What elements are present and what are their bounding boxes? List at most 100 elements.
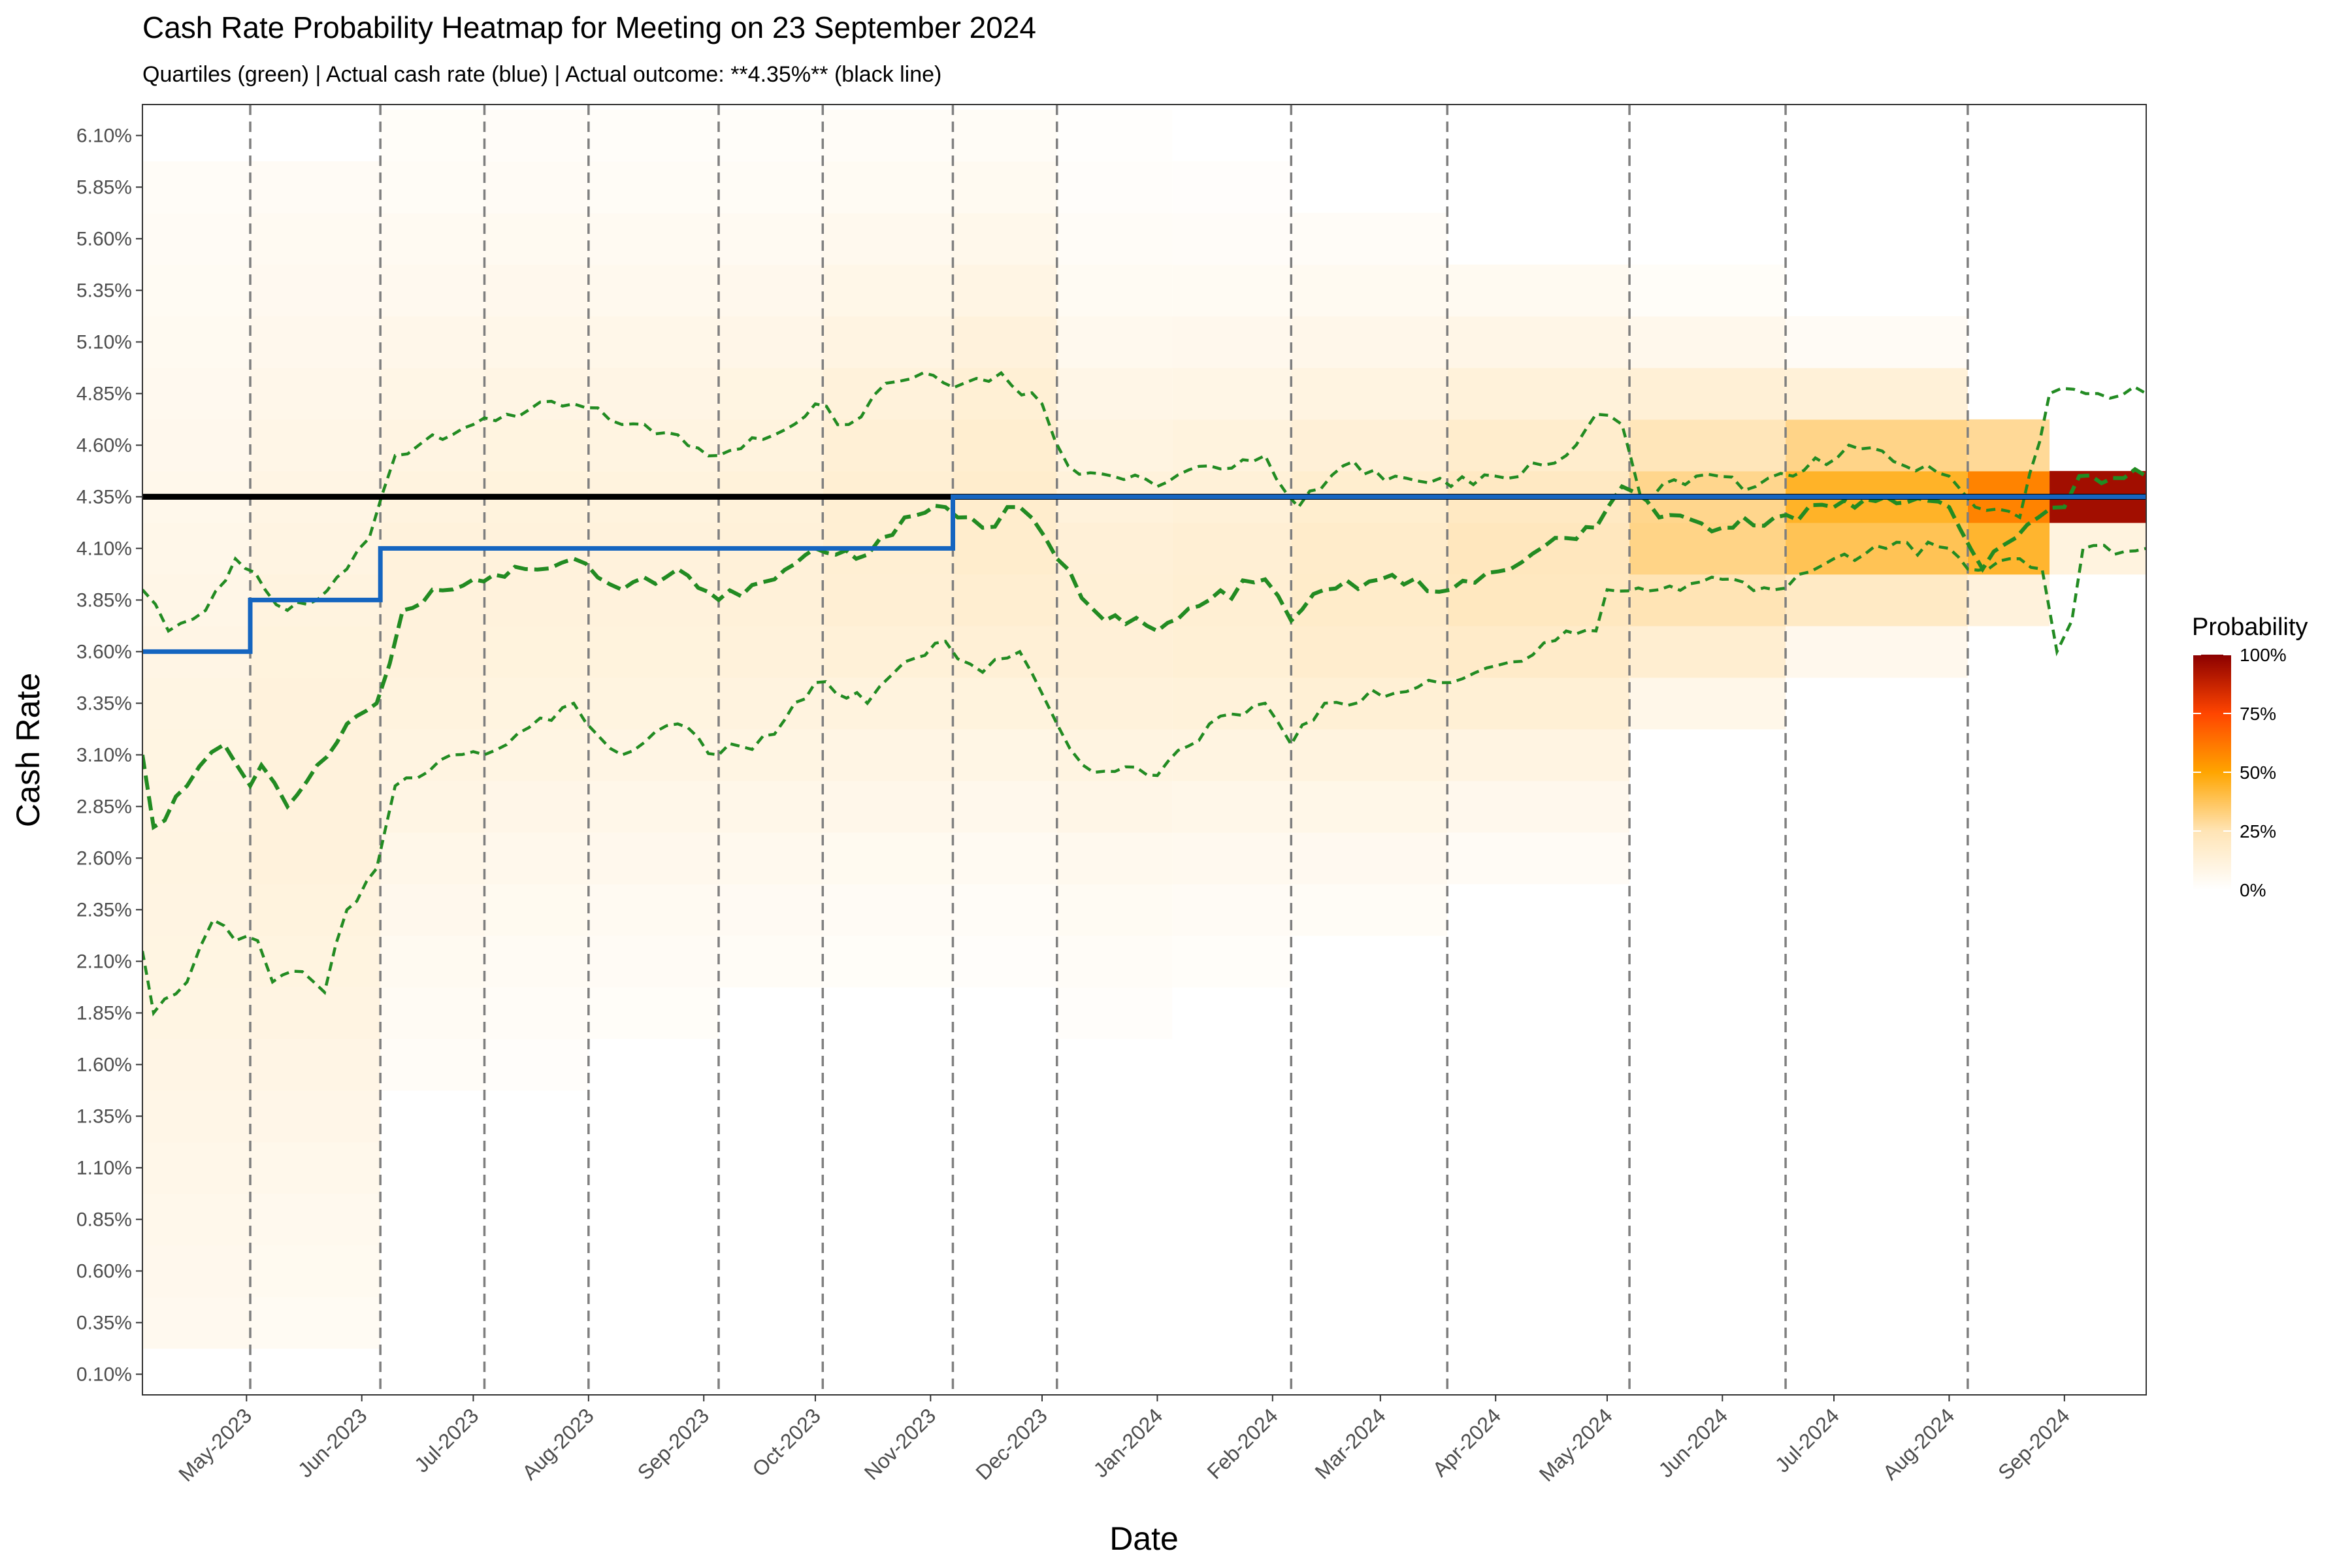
heatmap-cell [484, 1038, 589, 1091]
heatmap-cell [588, 728, 719, 781]
heatmap-cell [1629, 367, 1786, 420]
legend-tick-label: 75% [2240, 704, 2276, 724]
x-tick-label: Jul-2023 [410, 1403, 483, 1477]
heatmap-cell [1629, 264, 1786, 317]
legend-ticks: 100% 75% 50% 25% 0% [2193, 645, 2287, 900]
heatmap-cell [718, 677, 823, 730]
heatmap-cell [718, 161, 823, 214]
heatmap-cell [380, 212, 485, 265]
heatmap-cell [823, 419, 953, 472]
heatmap-cell [1172, 883, 1292, 936]
heatmap-cell [142, 1038, 251, 1091]
heatmap-cell [1172, 832, 1292, 885]
x-tick-label: May-2023 [174, 1403, 256, 1486]
heatmap-cell [1056, 522, 1173, 575]
heatmap-cell [1056, 883, 1173, 936]
heatmap-cell [588, 987, 719, 1039]
heatmap-cell [1786, 574, 1968, 627]
heatmap-cell [250, 367, 381, 420]
heatmap-cell [718, 574, 823, 627]
heatmap-cell [250, 264, 381, 317]
heatmap-cell [380, 987, 485, 1039]
heatmap-cell [484, 264, 589, 317]
heatmap-cell [953, 780, 1057, 833]
heatmap-cell [588, 316, 719, 368]
heatmap-cell [484, 574, 589, 627]
heatmap-cell [142, 987, 251, 1039]
y-tick-label: 2.60% [76, 847, 132, 869]
heatmap-cell [718, 728, 823, 781]
y-axis: 0.10% 0.35% 0.60% 0.85% 1.10% 1.35% 1.60% 1.85%… [76, 125, 142, 1385]
heatmap-cell [1447, 419, 1630, 472]
heatmap-cell [1967, 574, 2050, 627]
heatmap-cell [718, 264, 823, 317]
heatmap-cell [250, 1038, 381, 1091]
heatmap-cell [1056, 264, 1173, 317]
y-tick-label: 0.85% [76, 1209, 132, 1230]
heatmap-cell [718, 316, 823, 368]
quartile-line-q50 [142, 466, 2146, 830]
heatmap-cell [1786, 316, 1968, 368]
plot-panel-border [142, 104, 2147, 1396]
heatmap-cell [380, 161, 485, 214]
heatmap-cell [1291, 212, 1448, 265]
heatmap-cell [484, 161, 589, 214]
heatmap-cell [823, 935, 953, 988]
heatmap-cell [1056, 625, 1173, 678]
heatmap-cell [380, 832, 485, 885]
heatmap-cell [250, 161, 381, 214]
heatmap-cell [823, 625, 953, 678]
heatmap-cell [588, 832, 719, 885]
x-tick-label: Oct-2023 [747, 1403, 825, 1481]
heatmap-cell [953, 109, 1057, 162]
heatmap-cell [1056, 212, 1173, 265]
heatmap-cell [718, 625, 823, 678]
heatmap-cell [953, 316, 1057, 368]
y-tick-label: 3.10% [76, 744, 132, 766]
heatmap-cell [2050, 522, 2146, 575]
heatmap-cell [484, 883, 589, 936]
heatmap-cell [1291, 780, 1448, 833]
heatmap-cell [380, 935, 485, 988]
heatmap-cell [1172, 419, 1292, 472]
x-axis-title: Date [1109, 1520, 1179, 1557]
heatmap-cell [142, 264, 251, 317]
heatmap-cell [142, 522, 251, 575]
x-axis: May-2023 Jun-2023 Jul-2023 Aug-2023 Sep-2023… [174, 1395, 2074, 1486]
heatmap-cell [1172, 212, 1292, 265]
heatmap-cell [953, 832, 1057, 885]
x-tick-label: Jun-2024 [1654, 1403, 1732, 1482]
legend: Probability 100% 75% 50% 25% 0% [2192, 613, 2308, 900]
heatmap-cell [250, 780, 381, 833]
heatmap-cell [1056, 935, 1173, 988]
heatmap-cell [142, 212, 251, 265]
heatmap-cell [380, 883, 485, 936]
heatmap-cell [588, 935, 719, 988]
heatmap-cell [718, 780, 823, 833]
heatmap-cell [953, 574, 1057, 627]
heatmap-cell [484, 109, 589, 162]
heatmap-cell [1056, 109, 1173, 162]
heatmap-cell [718, 109, 823, 162]
x-tick-label: Apr-2024 [1428, 1403, 1506, 1481]
heatmap-cell [1629, 522, 1786, 575]
heatmap-cell [953, 728, 1057, 781]
heatmap-cell [1447, 780, 1630, 833]
heatmap-cell [1172, 316, 1292, 368]
heatmap-cell [1172, 264, 1292, 317]
heatmap-cell [1629, 677, 1786, 730]
x-tick-label: Aug-2024 [1878, 1403, 1959, 1484]
y-tick-label: 6.10% [76, 125, 132, 146]
x-tick-label: Feb-2024 [1202, 1403, 1282, 1483]
y-tick-label: 3.85% [76, 589, 132, 611]
heatmap-cell [588, 419, 719, 472]
legend-tick-label: 50% [2240, 762, 2276, 783]
heatmap-cell [380, 780, 485, 833]
y-tick-label: 5.35% [76, 280, 132, 301]
heatmap-cell [484, 316, 589, 368]
heatmap-cell [380, 316, 485, 368]
heatmap-cell [1291, 264, 1448, 317]
x-tick-label: Mar-2024 [1310, 1403, 1390, 1483]
y-tick-label: 1.60% [76, 1054, 132, 1075]
heatmap-layer [142, 109, 2146, 1349]
